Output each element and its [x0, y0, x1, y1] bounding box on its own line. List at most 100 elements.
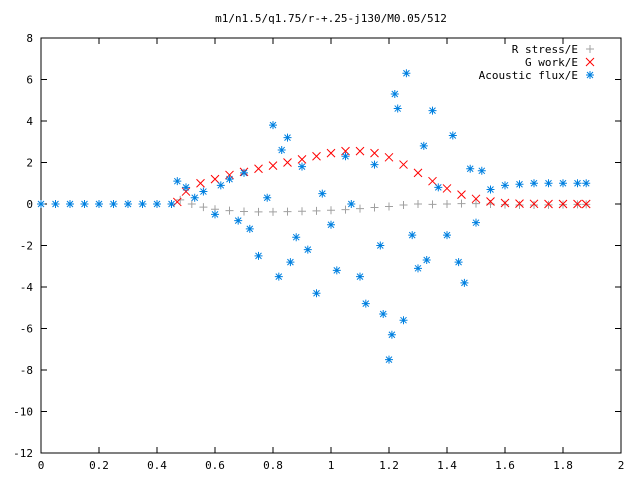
- data-point: [216, 181, 225, 190]
- x-tick-label: 1.6: [495, 459, 515, 472]
- data-point: [472, 218, 480, 227]
- data-point: [109, 200, 118, 208]
- data-point: [225, 175, 234, 184]
- data-point: [283, 158, 292, 167]
- data-point: [486, 185, 495, 194]
- data-point: [486, 197, 495, 206]
- y-tick-label: 2: [26, 157, 33, 170]
- data-point: [263, 193, 272, 202]
- data-point: [95, 200, 103, 208]
- data-point: [240, 168, 248, 177]
- data-point: [355, 146, 365, 156]
- legend-label: R stress/E: [512, 43, 578, 56]
- x-tick-label: 1.8: [553, 459, 573, 472]
- data-point: [434, 183, 443, 192]
- data-point: [376, 241, 385, 250]
- data-point: [80, 200, 89, 208]
- data-point: [379, 309, 388, 318]
- data-point: [312, 151, 321, 161]
- data-point: [399, 201, 408, 210]
- data-point: [269, 121, 277, 130]
- data-point: [408, 231, 417, 240]
- x-tick-label: 1.4: [437, 459, 457, 472]
- y-tick-label: -4: [20, 281, 34, 294]
- data-point: [37, 200, 45, 208]
- data-point: [356, 272, 364, 281]
- data-point: [361, 299, 370, 308]
- data-point: [51, 200, 60, 208]
- data-point: [387, 330, 396, 339]
- data-point: [442, 184, 452, 193]
- data-point: [428, 200, 437, 209]
- data-point: [167, 200, 176, 208]
- x-tick-label: 0.6: [205, 459, 225, 472]
- data-point: [390, 90, 399, 99]
- data-point: [370, 148, 379, 158]
- data-point: [269, 207, 277, 216]
- data-point: [582, 179, 591, 188]
- data-point: [471, 194, 481, 204]
- data-point: [559, 179, 567, 188]
- data-point: [581, 199, 591, 209]
- data-point: [172, 197, 182, 207]
- data-point: [472, 199, 480, 208]
- data-point: [312, 206, 321, 215]
- x-tick-label: 0.2: [89, 459, 109, 472]
- data-point: [173, 177, 182, 186]
- data-point: [501, 200, 509, 209]
- data-point: [515, 201, 524, 210]
- data-point: [312, 289, 321, 298]
- data-point: [341, 152, 350, 161]
- data-point: [199, 203, 208, 212]
- data-point: [385, 202, 393, 211]
- legend-marker: [586, 45, 594, 53]
- x-tick-label: 2: [618, 459, 625, 472]
- chart-title: m1/n1.5/q1.75/r-+.25-j130/M0.05/512: [215, 12, 447, 25]
- axis-ticks: 0 0.2 0.4 0.6 0.8 1 1.2 1.4 1.6 1.8 2 8 6 4 2 0 -2 -4 -6 -8…: [13, 32, 624, 472]
- data-point: [234, 216, 243, 225]
- y-tick-label: -6: [20, 323, 33, 336]
- y-tick-label: -10: [13, 406, 33, 419]
- data-point: [356, 204, 364, 213]
- data-point: [341, 205, 350, 214]
- data-point: [303, 245, 312, 254]
- data-point: [283, 207, 292, 216]
- y-tick-label: 8: [26, 32, 33, 45]
- data-point: [413, 168, 423, 178]
- y-tick-label: 4: [26, 115, 33, 128]
- data-point: [530, 179, 538, 188]
- data-point: [530, 201, 538, 210]
- data-point: [393, 104, 402, 113]
- data-point: [457, 190, 466, 200]
- data-point: [448, 131, 457, 140]
- data-point: [419, 141, 428, 150]
- data-point: [268, 161, 278, 170]
- data-point: [181, 187, 191, 196]
- data-point: [66, 200, 74, 208]
- data-point: [225, 206, 234, 215]
- data-point: [544, 199, 553, 209]
- data-point: [414, 264, 422, 273]
- y-tick-label: 0: [26, 198, 33, 211]
- data-point: [402, 69, 411, 78]
- data-point: [422, 256, 431, 265]
- data-point: [544, 179, 553, 188]
- data-point: [457, 199, 466, 208]
- x-tick-label: 0: [38, 459, 45, 472]
- data-point: [544, 200, 553, 209]
- data-point: [515, 180, 524, 189]
- data-point: [187, 200, 196, 208]
- data-point: [529, 199, 539, 209]
- x-tick-label: 1.2: [379, 459, 399, 472]
- data-marks: [37, 69, 591, 364]
- data-point: [254, 251, 263, 260]
- legend-label: Acoustic flux/E: [479, 69, 578, 82]
- data-point: [211, 210, 219, 219]
- data-point: [428, 106, 437, 115]
- y-tick-label: -12: [13, 447, 33, 460]
- data-point: [443, 200, 451, 208]
- plot-frame: [40, 37, 622, 454]
- data-point: [245, 224, 254, 233]
- data-point: [274, 272, 283, 281]
- y-tick-label: -8: [20, 364, 33, 377]
